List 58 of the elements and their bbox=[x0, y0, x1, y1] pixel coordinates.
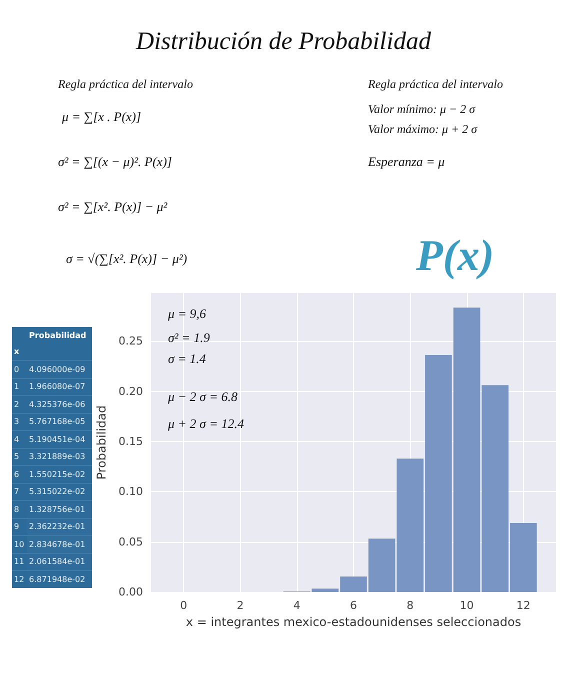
annotation: μ + 2 σ = 12.4 bbox=[168, 416, 244, 432]
x-tick-label: 12 bbox=[516, 599, 530, 612]
y-tick-label: 10 bbox=[12, 536, 28, 553]
chart-title: Distribución de Probabilidad bbox=[134, 28, 432, 56]
data-label: 2.061584e-01 bbox=[27, 553, 92, 570]
data-label: 4.096000e-09 bbox=[27, 360, 92, 378]
y-tick-label: 6 bbox=[12, 466, 28, 483]
y-tick-label: 5 bbox=[12, 448, 28, 466]
text: σ² = ∑[(x − μ)². P(x)] bbox=[58, 154, 172, 170]
text: Regla práctica del intervalo bbox=[58, 77, 193, 92]
y-tick-label: 9 bbox=[12, 518, 28, 536]
x-tick-label: 8 bbox=[406, 599, 414, 612]
annotation: σ = 1.4 bbox=[168, 351, 206, 366]
data-label: 1.328756e-01 bbox=[27, 500, 92, 518]
y-tick-label: 0.20 bbox=[118, 384, 143, 398]
data-label: 3.321889e-03 bbox=[27, 448, 92, 466]
y-tick-label: 4 bbox=[12, 430, 28, 448]
text: σ = √(∑[x². P(x)] − μ²) bbox=[66, 251, 188, 266]
y-tick-label: 12 bbox=[12, 570, 28, 588]
data-label: 5.315022e-02 bbox=[27, 483, 92, 500]
annotation: μ = 9,6 bbox=[168, 306, 206, 322]
y-tick-label: 3 bbox=[12, 413, 28, 430]
y-tick-label: 1 bbox=[12, 378, 28, 396]
x-tick-label: 0 bbox=[180, 599, 188, 612]
x-tick-label: 6 bbox=[350, 599, 357, 612]
y-tick-label: 0.00 bbox=[118, 586, 143, 598]
y-tick-label: 11 bbox=[12, 553, 28, 570]
y-axis-title: x bbox=[13, 346, 20, 358]
annotation: μ − 2 σ = 6.8 bbox=[168, 389, 238, 404]
y-tick-label: 0.10 bbox=[118, 485, 143, 498]
y-tick-label: 0 bbox=[12, 360, 28, 378]
y-tick-label: 0.15 bbox=[118, 434, 143, 448]
text: Valor mínimo: μ − 2 σ bbox=[368, 102, 476, 116]
data-label: 5.767168e-05 bbox=[27, 413, 92, 430]
y-tick-label: 0.05 bbox=[118, 535, 143, 548]
text: μ = ∑[x . P(x)] bbox=[62, 109, 142, 124]
data-label: 6.871948e-02 bbox=[27, 570, 92, 588]
data-label: 2.834678e-01 bbox=[27, 536, 92, 553]
y-tick-label: 2 bbox=[12, 396, 28, 413]
data-label: 5.190451e-04 bbox=[27, 430, 92, 448]
x-tick-label: 4 bbox=[293, 599, 300, 612]
annotation: σ² = 1.9 bbox=[168, 330, 210, 346]
text: Regla práctica del intervalo bbox=[368, 77, 503, 92]
data-label: 1.966080e-07 bbox=[27, 378, 92, 396]
text: σ² = ∑[x². P(x)] − μ² bbox=[58, 199, 168, 214]
data-label: 2.362232e-01 bbox=[27, 518, 92, 536]
x-tick-label: 2 bbox=[236, 599, 244, 612]
y-tick-label: 7 bbox=[12, 483, 28, 500]
text: P(x) bbox=[416, 231, 494, 280]
y-tick-label: 0.25 bbox=[118, 334, 143, 348]
text: Valor máximo: μ + 2 σ bbox=[368, 122, 478, 136]
y-axis-title: Probabilidad bbox=[94, 405, 109, 480]
y-tick-label: 8 bbox=[12, 500, 28, 518]
x-axis-title: x = integrantes mexico-estadounidenses seleccionados bbox=[186, 615, 522, 629]
text: Esperanza = μ bbox=[368, 154, 445, 170]
x-tick-label: 10 bbox=[460, 599, 474, 612]
data-label: 1.550215e-02 bbox=[27, 466, 92, 483]
data-label: 4.325376e-06 bbox=[27, 396, 92, 413]
